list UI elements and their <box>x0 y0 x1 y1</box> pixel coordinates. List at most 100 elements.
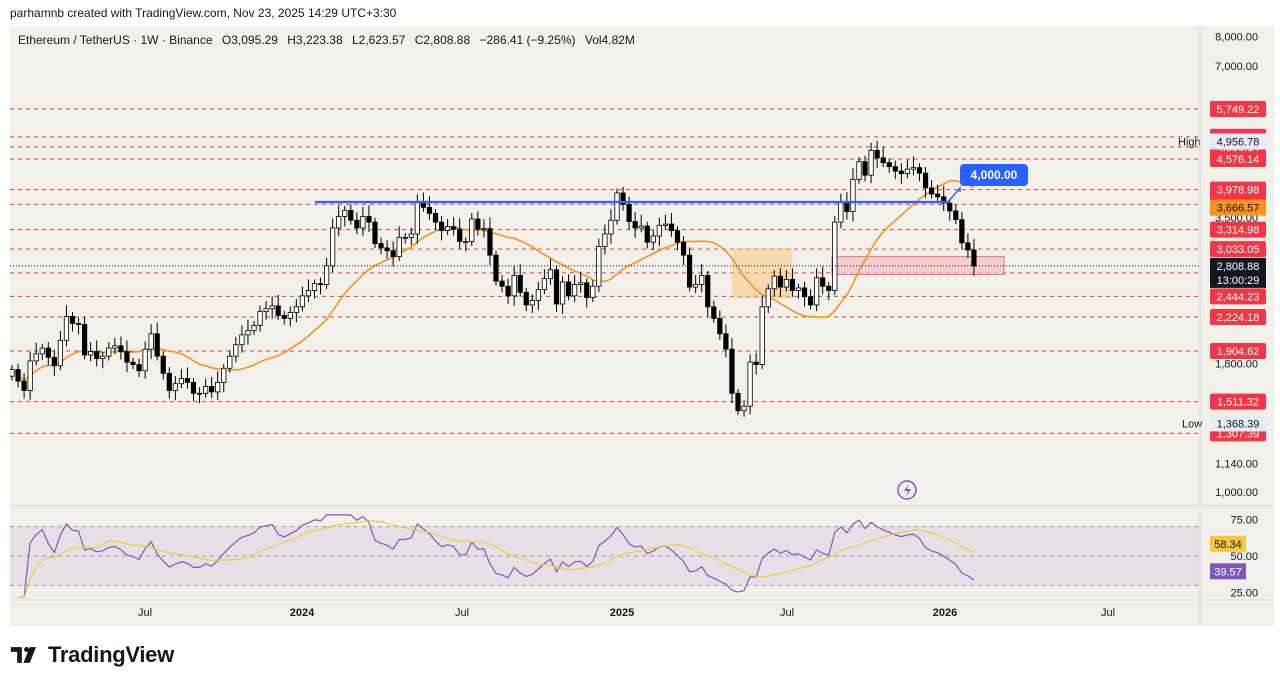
candle-body <box>348 209 354 221</box>
candle-body <box>82 324 88 356</box>
brand[interactable]: TradingView <box>10 642 174 668</box>
candle-body <box>124 351 130 363</box>
candle-body <box>777 275 783 288</box>
candle-body <box>693 284 699 288</box>
candle-body <box>880 157 886 164</box>
level-tag-box <box>1210 393 1266 410</box>
candle-body <box>608 219 614 235</box>
candle-body <box>384 247 390 252</box>
resistance: 4,000.00 <box>315 164 1028 204</box>
chart-canvas[interactable]: 4,000.00 75.00 50.00 25.00 58.34 39.57 1,000… <box>10 26 1274 626</box>
candle-body <box>874 149 880 159</box>
rsi-ma-tag-box <box>1210 535 1246 552</box>
candle-body <box>342 209 348 217</box>
candle-body <box>481 228 487 231</box>
candle-body <box>650 235 656 243</box>
candle-body <box>94 351 100 359</box>
candle-body <box>705 274 711 308</box>
candle-body <box>366 216 372 223</box>
candle-body <box>227 355 233 369</box>
candle-body <box>590 285 596 299</box>
candle-body <box>886 162 892 168</box>
candle-body <box>323 265 330 285</box>
price-tick: 8,000.00 <box>1215 32 1258 44</box>
level-tag: 1,904.62 <box>1217 346 1260 358</box>
candle-body <box>251 325 257 332</box>
high-value: H3,223.38 <box>287 33 343 47</box>
candle-body <box>21 380 27 391</box>
candle-body <box>759 306 765 365</box>
candle-body <box>75 323 82 325</box>
low-tag: 1,368.39 <box>1217 418 1260 430</box>
candle-body <box>687 254 693 288</box>
candle-body <box>414 201 420 235</box>
candle-body <box>505 285 511 297</box>
candle-body <box>971 249 977 267</box>
candle-body <box>275 305 281 316</box>
candle-body <box>638 225 644 229</box>
candle-body <box>39 347 45 355</box>
symbol-name[interactable]: Ethereum / TetherUS · 1W · Binance <box>18 33 213 47</box>
level-tag: 3,314.98 <box>1217 225 1260 237</box>
candle-body <box>166 372 172 391</box>
candle-body <box>209 386 215 393</box>
low-value: L2,623.57 <box>352 33 406 47</box>
level-tag: 2,224.18 <box>1217 312 1260 324</box>
candle-body <box>644 225 650 243</box>
candle-body <box>438 221 445 232</box>
candle-body <box>566 281 572 297</box>
candle-body <box>444 226 451 232</box>
candle-body <box>263 308 269 312</box>
candle-body <box>656 224 662 237</box>
candle-body <box>572 284 578 297</box>
candle-body <box>281 315 287 319</box>
candle-body <box>795 287 802 291</box>
candle-body <box>475 218 481 230</box>
price-axis: 1,000.001,140.001,800.003,500.007,000.00… <box>10 32 1266 499</box>
price-tick: 1,000.00 <box>1215 487 1258 499</box>
candle-body <box>463 241 469 243</box>
candle-body <box>632 221 638 229</box>
candle-body <box>747 361 753 407</box>
candle-body <box>190 381 197 394</box>
candle-body <box>753 361 759 365</box>
candle-body <box>929 187 935 195</box>
candle-body <box>674 230 681 243</box>
time-tick: 2025 <box>610 607 634 619</box>
candle-body <box>33 353 39 362</box>
candle-body <box>626 203 632 222</box>
candle-body <box>336 216 342 229</box>
rsi-tick: 50.00 <box>1230 551 1258 563</box>
candle-body <box>711 306 717 319</box>
candle-body <box>378 243 384 249</box>
time-tick: Jul <box>1101 607 1115 619</box>
candle-body <box>547 269 554 280</box>
rsi-tag-box <box>1210 563 1246 580</box>
candle-body <box>826 285 832 291</box>
resistance-pointer <box>947 185 961 203</box>
candle-body <box>215 381 221 393</box>
close-value: C2,808.88 <box>414 33 471 47</box>
candle-body <box>735 392 741 412</box>
candle-body <box>257 311 263 326</box>
candle-body <box>553 269 560 305</box>
level-tag-box <box>1210 101 1266 118</box>
candle-body <box>535 289 541 301</box>
candle-body <box>953 210 959 221</box>
time-tick: Jul <box>780 607 794 619</box>
candle-body <box>541 278 548 291</box>
candle-body <box>317 283 324 286</box>
countdown-tag: 13:00:29 <box>1217 275 1260 287</box>
candle-body <box>493 254 499 282</box>
candle-body <box>838 201 844 223</box>
candle-body <box>100 355 106 359</box>
rsi-tag: 39.57 <box>1214 566 1242 578</box>
brand-name: TradingView <box>48 642 174 667</box>
candle-body <box>559 281 566 305</box>
candle-body <box>922 172 929 189</box>
candle-body <box>511 274 517 297</box>
candle-body <box>136 364 142 372</box>
candle-body <box>360 216 366 229</box>
level-tag-box <box>1210 151 1266 168</box>
candles <box>10 140 977 417</box>
